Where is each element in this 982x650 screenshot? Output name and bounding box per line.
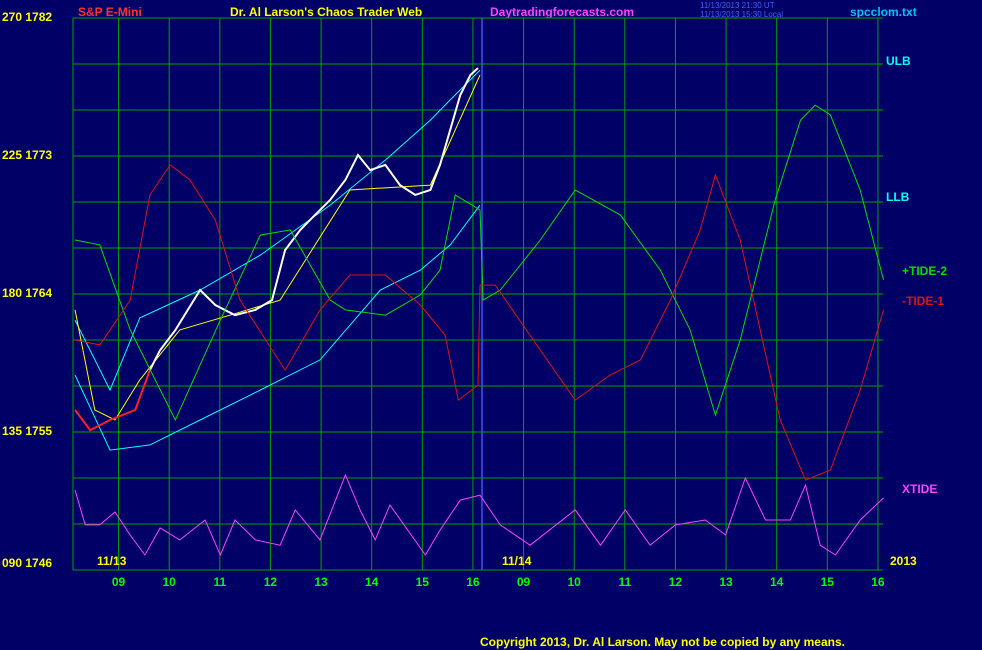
band-label: LLB	[886, 190, 910, 204]
x-tick-label: 09	[112, 575, 126, 589]
file-name: spcclom.txt	[850, 5, 917, 19]
date-label: 11/14	[502, 554, 532, 568]
date-label: 11/13	[97, 554, 127, 568]
series-line	[74, 473, 884, 557]
band-label: ULB	[886, 54, 911, 68]
x-tick-label: 12	[264, 575, 278, 589]
y-tick-label: 180 1764	[2, 286, 52, 300]
x-tick-label: 16	[466, 575, 480, 589]
copyright: Copyright 2013, Dr. Al Larson. May not b…	[480, 635, 845, 649]
x-tick-label: 12	[669, 575, 683, 589]
chart-title: Dr. Al Larson's Chaos Trader Web	[230, 5, 422, 19]
x-tick-label: 11	[618, 575, 631, 589]
x-tick-label: 10	[163, 575, 177, 589]
x-tick-label: 16	[871, 575, 885, 589]
series-line	[149, 67, 479, 371]
series-label: XTIDE	[902, 482, 937, 496]
x-tick-label: 14	[770, 575, 784, 589]
x-tick-label: 13	[719, 575, 733, 589]
y-tick-label: 270 1782	[2, 10, 52, 24]
y-tick-label: 225 1773	[2, 148, 52, 162]
series-line	[74, 204, 481, 451]
y-tick-label: 135 1755	[2, 424, 52, 438]
series-line	[74, 164, 884, 481]
series-label: -TIDE-1	[902, 294, 944, 308]
date-label: 2013	[890, 554, 917, 568]
series-label: +TIDE-2	[902, 264, 947, 278]
timestamp: 11/13/2013 21:30 UT	[700, 1, 775, 10]
x-tick-label: 15	[821, 575, 835, 589]
timestamp: 11/13/2013 15:30 Local	[700, 10, 783, 19]
instrument: S&P E-Mini	[78, 5, 142, 19]
series-line	[74, 104, 884, 422]
x-tick-label: 15	[416, 575, 430, 589]
series-line	[74, 69, 481, 392]
x-tick-label: 10	[568, 575, 582, 589]
x-tick-label: 09	[517, 575, 531, 589]
series-line	[74, 74, 481, 421]
x-tick-label: 11	[213, 575, 226, 589]
x-tick-label: 13	[314, 575, 328, 589]
y-tick-label: 090 1746	[2, 556, 52, 570]
site: Daytradingforecasts.com	[490, 5, 634, 19]
series-line	[74, 369, 151, 432]
x-tick-label: 14	[365, 575, 379, 589]
